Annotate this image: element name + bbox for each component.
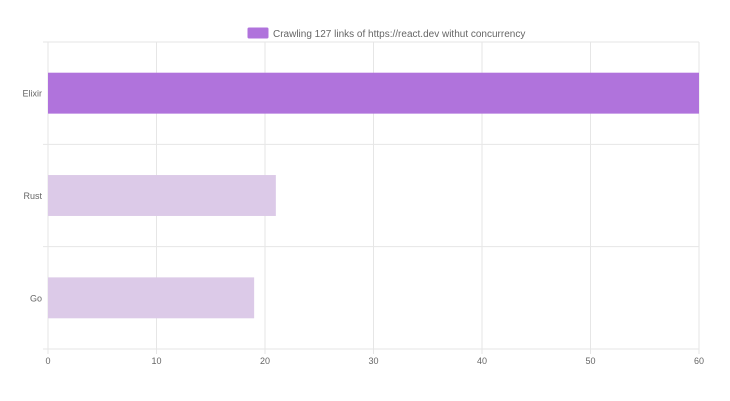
y-tick-label: Rust xyxy=(23,191,42,201)
bar-rust[interactable] xyxy=(48,175,276,216)
bar-go[interactable] xyxy=(48,277,255,319)
legend-label[interactable]: Crawling 127 links of https://react.dev … xyxy=(273,29,525,40)
x-tick-label: 50 xyxy=(585,356,595,366)
y-axis-labels: Elixir Rust Go xyxy=(23,89,43,304)
x-axis-labels: 0 10 20 30 40 50 60 xyxy=(45,356,704,366)
legend[interactable]: Crawling 127 links of https://react.dev … xyxy=(247,27,525,40)
x-tick-label: 60 xyxy=(694,356,704,366)
x-tick-label: 40 xyxy=(477,356,487,366)
y-tick-label: Go xyxy=(30,293,42,303)
x-tick-label: 30 xyxy=(368,356,378,366)
x-tick-label: 20 xyxy=(260,356,270,366)
x-tick-label: 0 xyxy=(45,356,50,366)
bars xyxy=(48,72,699,319)
bar-elixir[interactable] xyxy=(48,72,699,114)
y-tick-label: Elixir xyxy=(23,89,43,99)
x-tick-label: 10 xyxy=(151,356,161,366)
legend-swatch[interactable] xyxy=(247,27,269,39)
